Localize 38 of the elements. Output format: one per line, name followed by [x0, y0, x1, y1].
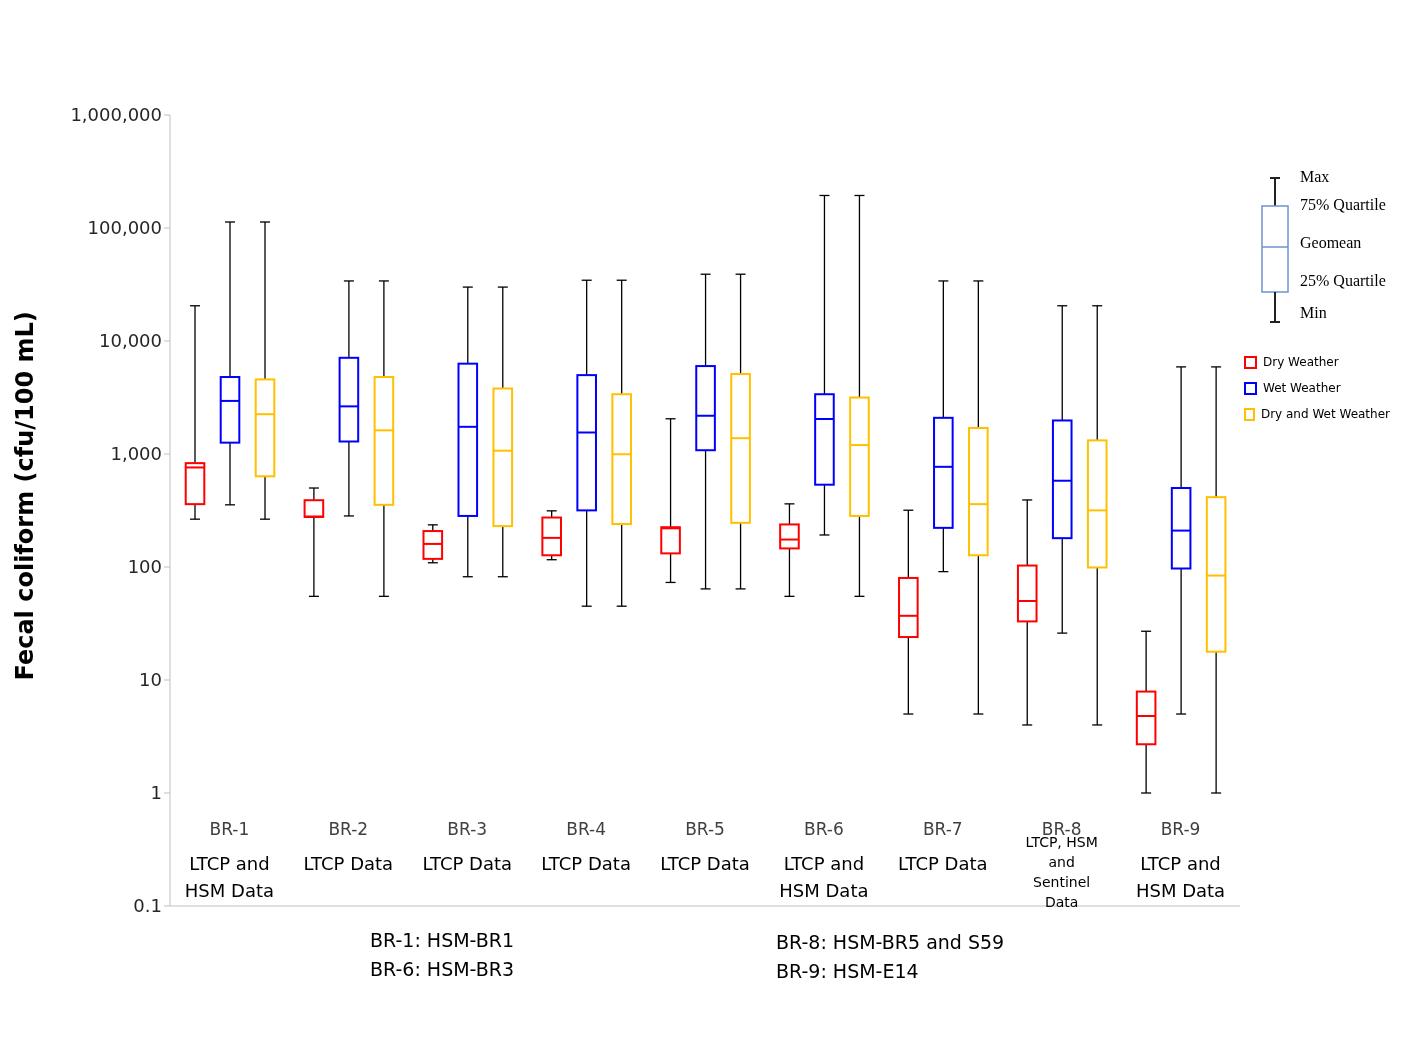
annotation: LTCP Data: [897, 853, 988, 874]
annotation: LTCP Data: [422, 853, 513, 874]
x-tick-label: BR-9: [1160, 819, 1201, 839]
y-tick-label: 100,000: [87, 217, 162, 239]
text: BR-6: HSM-BR3: [370, 957, 515, 982]
x-tick-label: BR-5: [685, 819, 725, 839]
x-tick-label: BR-3: [447, 819, 488, 839]
text: Max: [1300, 168, 1330, 186]
text: 75% Quartile: [1300, 196, 1386, 214]
y-tick-label: 0.1: [133, 895, 162, 917]
legend-label: Wet Weather: [1263, 381, 1341, 395]
x-tick-label: BR-7: [922, 819, 963, 839]
x-tick-label: BR-1: [209, 819, 250, 839]
y-tick-label: 10,000: [99, 330, 162, 352]
y-tick-label: 1: [150, 782, 162, 804]
annotation: LTCP and HSM Data: [1135, 853, 1226, 901]
annotation: LTCP Data: [541, 853, 631, 874]
text: 25% Quartile: [1300, 272, 1386, 290]
y-tick-label: 1,000,000: [70, 104, 162, 126]
text: Min: [1300, 304, 1327, 322]
annotation: LTCP, HSM and Sentinel Data: [1025, 834, 1098, 910]
annotation: LTCP Data: [660, 853, 750, 874]
legend-label: Dry and Wet Weather: [1260, 407, 1390, 421]
text: BR-8: HSM-BR5 and S59: [776, 930, 1005, 955]
text: BR-9: HSM-E14: [776, 959, 920, 984]
x-tick-label: BR-2: [328, 819, 369, 839]
annotation: LTCP and HSM Data: [184, 853, 275, 901]
y-tick-label: 1,000: [110, 443, 162, 465]
text: Geomean: [1300, 234, 1362, 252]
y-tick-label: 100: [127, 556, 162, 578]
x-tick-label: BR-6: [804, 819, 844, 839]
y-tick-label: 10: [139, 669, 162, 691]
text: BR-1: HSM-BR1: [370, 928, 515, 953]
y-axis-title: Fecal coliform (cfu/100 mL): [10, 311, 39, 681]
annotation: LTCP Data: [303, 853, 394, 874]
legend-label: Dry Weather: [1263, 355, 1339, 369]
annotation: LTCP and HSM Data: [779, 853, 869, 901]
x-tick-label: BR-4: [566, 819, 606, 839]
